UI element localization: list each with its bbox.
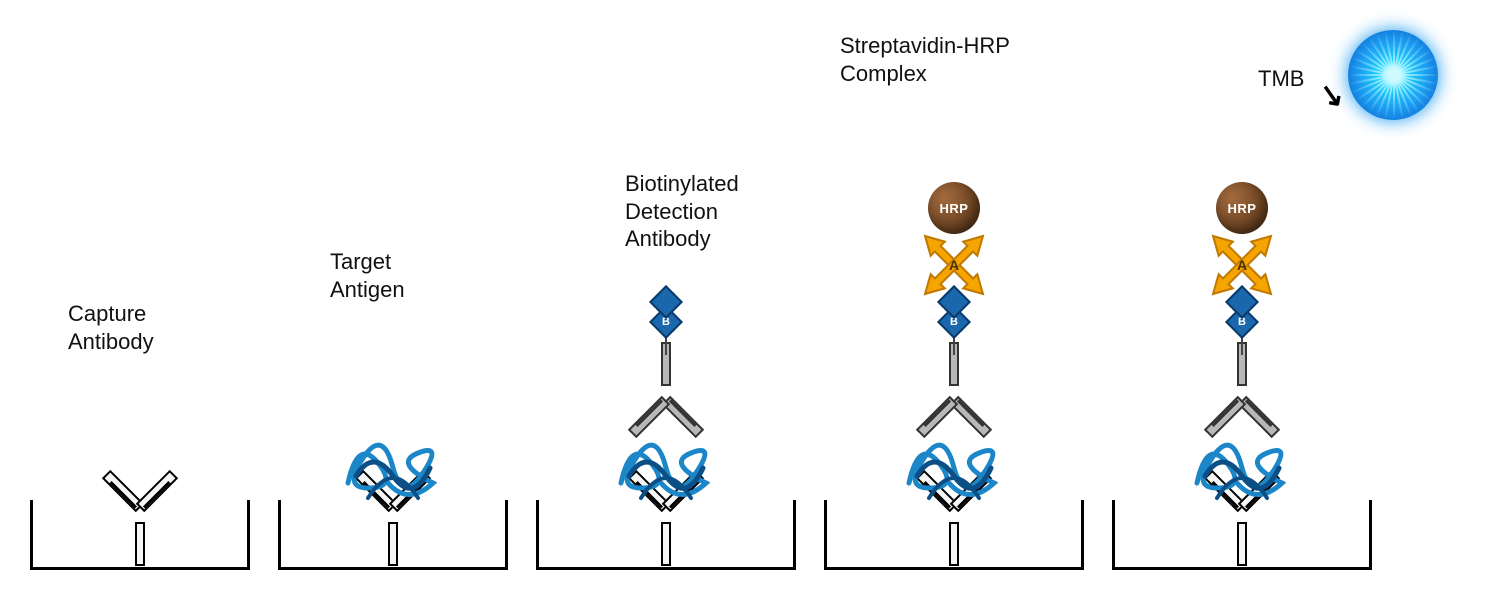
hrp-icon: HRP: [1216, 182, 1268, 234]
tmb-rays: [1348, 30, 1438, 120]
streptavidin-letter: A: [1237, 257, 1247, 273]
detection-antibody-icon: [1192, 342, 1292, 432]
tmb-signal-icon: [1348, 30, 1438, 120]
hrp-icon: HRP: [928, 182, 980, 234]
capture-antibody-icon: [90, 476, 190, 566]
ab-arm: [628, 396, 670, 438]
antigen-icon: [611, 428, 721, 508]
streptavidin-icon: A: [1201, 224, 1283, 306]
label-target-antigen: Target Antigen: [330, 248, 405, 303]
ab-arm: [916, 396, 958, 438]
label-tmb: TMB: [1258, 65, 1304, 93]
ab-stem: [1237, 522, 1247, 566]
ab-stem: [661, 522, 671, 566]
tmb-arrow-icon: ↘: [1316, 76, 1347, 115]
detection-antibody-icon: [616, 342, 716, 432]
label-streptavidin-hrp: Streptavidin-HRP Complex: [840, 32, 1010, 87]
antigen-icon: [338, 428, 448, 508]
ab-stem: [135, 522, 145, 566]
streptavidin-icon: A: [913, 224, 995, 306]
ab-stem: [388, 522, 398, 566]
biotin-icon: B: [651, 288, 681, 340]
antigen-icon: [899, 428, 1009, 508]
elisa-diagram: Capture Antibody Target Antigen Biotinyl…: [0, 0, 1500, 600]
antigen-icon: [1187, 428, 1297, 508]
label-capture-antibody: Capture Antibody: [68, 300, 154, 355]
label-detection-antibody: Biotinylated Detection Antibody: [625, 170, 739, 253]
streptavidin-letter: A: [949, 257, 959, 273]
detection-antibody-icon: [904, 342, 1004, 432]
ab-arm: [1204, 396, 1246, 438]
ab-stem: [949, 522, 959, 566]
